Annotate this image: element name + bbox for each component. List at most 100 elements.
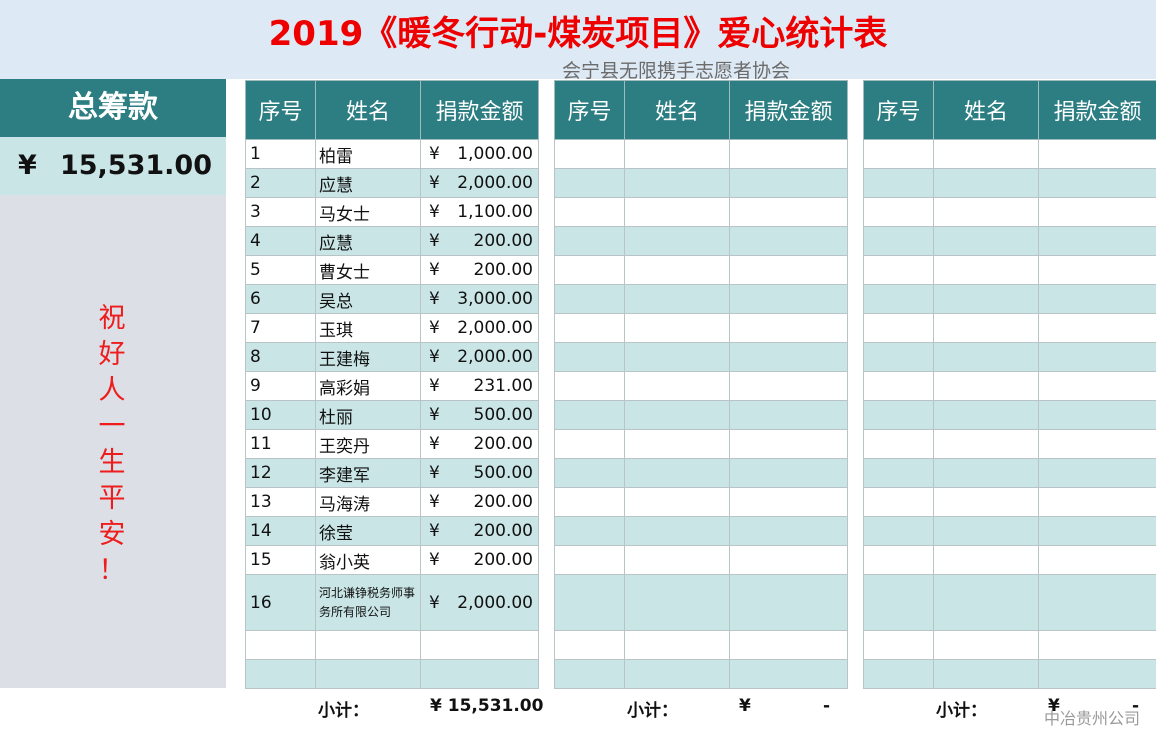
- amount-cell: ¥200.00: [421, 546, 539, 575]
- currency-symbol: ¥: [429, 289, 440, 309]
- amount-value: 2,000.00: [457, 593, 533, 613]
- seq-cell: 8: [246, 343, 316, 372]
- table-row-empty: [864, 343, 1156, 372]
- blessing-char: ！: [92, 553, 132, 589]
- empty-cell: [864, 430, 934, 459]
- empty-cell: [625, 227, 730, 256]
- empty-cell: [934, 401, 1039, 430]
- empty-cell: [1039, 660, 1156, 689]
- empty-cell: [555, 631, 625, 660]
- empty-cell: [555, 285, 625, 314]
- empty-cell: [864, 401, 934, 430]
- empty-cell: [246, 660, 316, 689]
- table-row-empty: [555, 198, 848, 227]
- empty-cell: [934, 546, 1039, 575]
- empty-cell: [555, 140, 625, 169]
- subtotal-label-1: 小计：: [318, 696, 369, 721]
- name-cell: 徐莹: [316, 517, 421, 546]
- table-row-empty: [864, 227, 1156, 256]
- empty-cell: [555, 256, 625, 285]
- table-row-empty: [864, 546, 1156, 575]
- seq-cell: 10: [246, 401, 316, 430]
- currency-symbol: ¥: [429, 593, 440, 613]
- empty-cell: [1039, 459, 1156, 488]
- table-row-empty: [864, 631, 1156, 660]
- amount-value: 200.00: [474, 521, 533, 541]
- empty-cell: [864, 488, 934, 517]
- table-row-empty: [555, 546, 848, 575]
- amount-value: 500.00: [474, 405, 533, 425]
- empty-cell: [1039, 631, 1156, 660]
- empty-cell: [730, 285, 848, 314]
- empty-cell: [625, 517, 730, 546]
- amount-value: 1,100.00: [457, 202, 533, 222]
- table-row-empty: [246, 631, 539, 660]
- currency-symbol: ¥: [429, 434, 440, 454]
- empty-cell: [934, 256, 1039, 285]
- table-row-empty: [555, 517, 848, 546]
- empty-cell: [555, 660, 625, 689]
- empty-cell: [934, 660, 1039, 689]
- empty-cell: [730, 314, 848, 343]
- donation-table-2: 序号 姓名 捐款金额: [554, 80, 848, 689]
- amount-cell: ¥1,100.00: [421, 198, 539, 227]
- amount-value: 2,000.00: [457, 347, 533, 367]
- empty-cell: [625, 660, 730, 689]
- column-header-name: 姓名: [316, 81, 421, 140]
- table-row-empty: [864, 372, 1156, 401]
- seq-cell: 4: [246, 227, 316, 256]
- empty-cell: [555, 372, 625, 401]
- table-row-empty: [864, 169, 1156, 198]
- empty-cell: [934, 285, 1039, 314]
- empty-cell: [1039, 488, 1156, 517]
- seq-cell: 2: [246, 169, 316, 198]
- amount-value: 200.00: [474, 492, 533, 512]
- empty-cell: [730, 372, 848, 401]
- blessing-text: 祝 好 人 一 生 平 安 ！: [92, 301, 132, 589]
- empty-cell: [1039, 575, 1156, 631]
- empty-cell: [625, 372, 730, 401]
- table-row-empty: [864, 430, 1156, 459]
- table-row-empty: [864, 401, 1156, 430]
- empty-cell: [864, 256, 934, 285]
- empty-cell: [555, 169, 625, 198]
- blessing-char: 安: [92, 517, 132, 553]
- name-cell: 高彩娟: [316, 372, 421, 401]
- empty-cell: [934, 575, 1039, 631]
- empty-cell: [421, 631, 539, 660]
- seq-cell: 6: [246, 285, 316, 314]
- amount-value: 1,000.00: [457, 144, 533, 164]
- empty-cell: [1039, 285, 1156, 314]
- seq-cell: 13: [246, 488, 316, 517]
- empty-cell: [625, 459, 730, 488]
- amount-cell: ¥2,000.00: [421, 343, 539, 372]
- total-currency: ¥: [18, 150, 37, 181]
- table-row-empty: [555, 401, 848, 430]
- amount-cell: ¥200.00: [421, 227, 539, 256]
- empty-cell: [934, 227, 1039, 256]
- empty-cell: [1039, 140, 1156, 169]
- table-row-empty: [555, 169, 848, 198]
- total-amount: 15,531.00: [60, 150, 212, 181]
- empty-cell: [625, 285, 730, 314]
- empty-cell: [625, 488, 730, 517]
- amount-cell: ¥3,000.00: [421, 285, 539, 314]
- empty-cell: [1039, 343, 1156, 372]
- seq-cell: 15: [246, 546, 316, 575]
- empty-cell: [934, 140, 1039, 169]
- empty-cell: [934, 169, 1039, 198]
- subtotal-value-1: ¥ 15,531.00: [430, 696, 543, 716]
- table-row-empty: [864, 140, 1156, 169]
- amount-value: 200.00: [474, 231, 533, 251]
- empty-cell: [730, 631, 848, 660]
- empty-cell: [316, 660, 421, 689]
- amount-value: 500.00: [474, 463, 533, 483]
- column-header-seq: 序号: [864, 81, 934, 140]
- empty-cell: [1039, 314, 1156, 343]
- empty-cell: [730, 546, 848, 575]
- column-header-name: 姓名: [934, 81, 1039, 140]
- name-cell: 应慧: [316, 169, 421, 198]
